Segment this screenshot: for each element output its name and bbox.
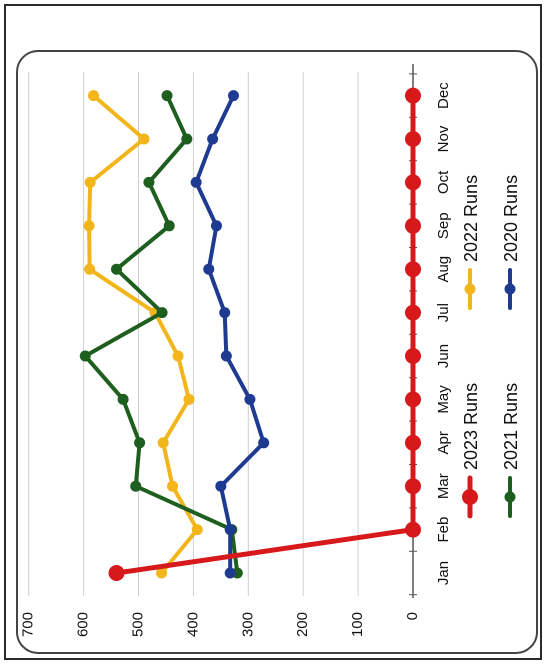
data-point	[85, 177, 96, 188]
data-point	[219, 307, 230, 318]
legend-swatch-marker	[505, 492, 516, 503]
data-point	[258, 437, 269, 448]
data-point	[192, 524, 203, 535]
data-point	[405, 478, 421, 494]
legend-label: 2020 Runs	[501, 175, 521, 262]
value-tick-label: 300	[239, 612, 256, 637]
value-tick-label: 400	[184, 612, 201, 637]
series-line-2022-runs	[89, 96, 197, 573]
month-tick-label: Jul	[435, 303, 452, 322]
data-point	[405, 391, 421, 407]
data-point	[221, 351, 232, 362]
data-point	[109, 565, 125, 581]
data-point	[405, 435, 421, 451]
month-tick-label: Jun	[435, 344, 452, 368]
legend-label: 2021 Runs	[501, 383, 521, 470]
data-point	[158, 437, 169, 448]
data-point	[173, 351, 184, 362]
data-point	[405, 131, 421, 147]
series-line-2020-runs	[196, 96, 264, 573]
series-lines	[80, 88, 421, 581]
data-point	[134, 437, 145, 448]
data-point	[405, 88, 421, 104]
data-point	[88, 90, 99, 101]
data-point	[157, 307, 168, 318]
data-point	[225, 524, 236, 535]
data-point	[225, 568, 236, 579]
legend-swatch-marker	[462, 489, 478, 505]
month-tick-label: Sep	[435, 212, 452, 239]
data-point	[228, 90, 239, 101]
data-point	[405, 261, 421, 277]
data-point	[167, 481, 178, 492]
data-point	[130, 481, 141, 492]
month-tick-label: Nov	[435, 125, 452, 152]
legend: 2023 Runs 2022 Runs 2021 Runs 2020 Runs	[461, 175, 521, 516]
data-point	[405, 522, 421, 538]
data-point	[405, 174, 421, 190]
data-point	[184, 394, 195, 405]
data-point	[405, 348, 421, 364]
value-tick-label: 100	[349, 612, 366, 637]
data-point	[405, 305, 421, 321]
month-tick-label: Apr	[435, 431, 452, 454]
value-tick-label: 0	[404, 612, 421, 620]
data-point	[118, 394, 129, 405]
data-point	[207, 134, 218, 145]
data-point	[80, 351, 91, 362]
data-point	[162, 90, 173, 101]
data-point	[191, 177, 202, 188]
value-tick-label: 600	[75, 612, 92, 637]
data-point	[405, 218, 421, 234]
data-point	[203, 264, 214, 275]
value-tick-label: 700	[20, 612, 37, 637]
month-tick-label: Feb	[435, 517, 452, 543]
data-point	[164, 220, 175, 231]
data-point	[181, 134, 192, 145]
legend-label: 2022 Runs	[461, 175, 481, 262]
data-point	[138, 134, 149, 145]
value-tick-label: 500	[130, 612, 147, 637]
data-point	[84, 220, 95, 231]
month-tick-label: Jan	[435, 561, 452, 585]
gridlines	[29, 72, 358, 596]
legend-swatch-marker	[465, 284, 476, 295]
month-tick-label: Aug	[435, 256, 452, 283]
value-tick-label: 200	[294, 612, 311, 637]
data-point	[211, 220, 222, 231]
month-tick-label: Oct	[435, 170, 452, 194]
data-point	[143, 177, 154, 188]
legend-swatch-marker	[505, 284, 516, 295]
legend-label: 2023 Runs	[461, 383, 481, 470]
month-tick-label: May	[435, 385, 452, 414]
month-tick-label: Mar	[435, 473, 452, 499]
month-tick-label: Dec	[435, 82, 452, 109]
data-point	[84, 264, 95, 275]
data-point	[215, 481, 226, 492]
data-point	[111, 264, 122, 275]
data-point	[244, 394, 255, 405]
